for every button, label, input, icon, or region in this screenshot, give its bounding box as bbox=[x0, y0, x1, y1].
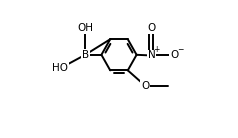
Text: O: O bbox=[147, 23, 156, 33]
Text: OH: OH bbox=[77, 23, 93, 33]
Text: O: O bbox=[141, 81, 149, 91]
Text: −: − bbox=[177, 46, 183, 55]
Text: +: + bbox=[153, 45, 159, 54]
Text: HO: HO bbox=[52, 63, 68, 73]
Text: B: B bbox=[82, 50, 89, 60]
Text: N: N bbox=[148, 51, 155, 60]
Text: O: O bbox=[170, 51, 178, 60]
